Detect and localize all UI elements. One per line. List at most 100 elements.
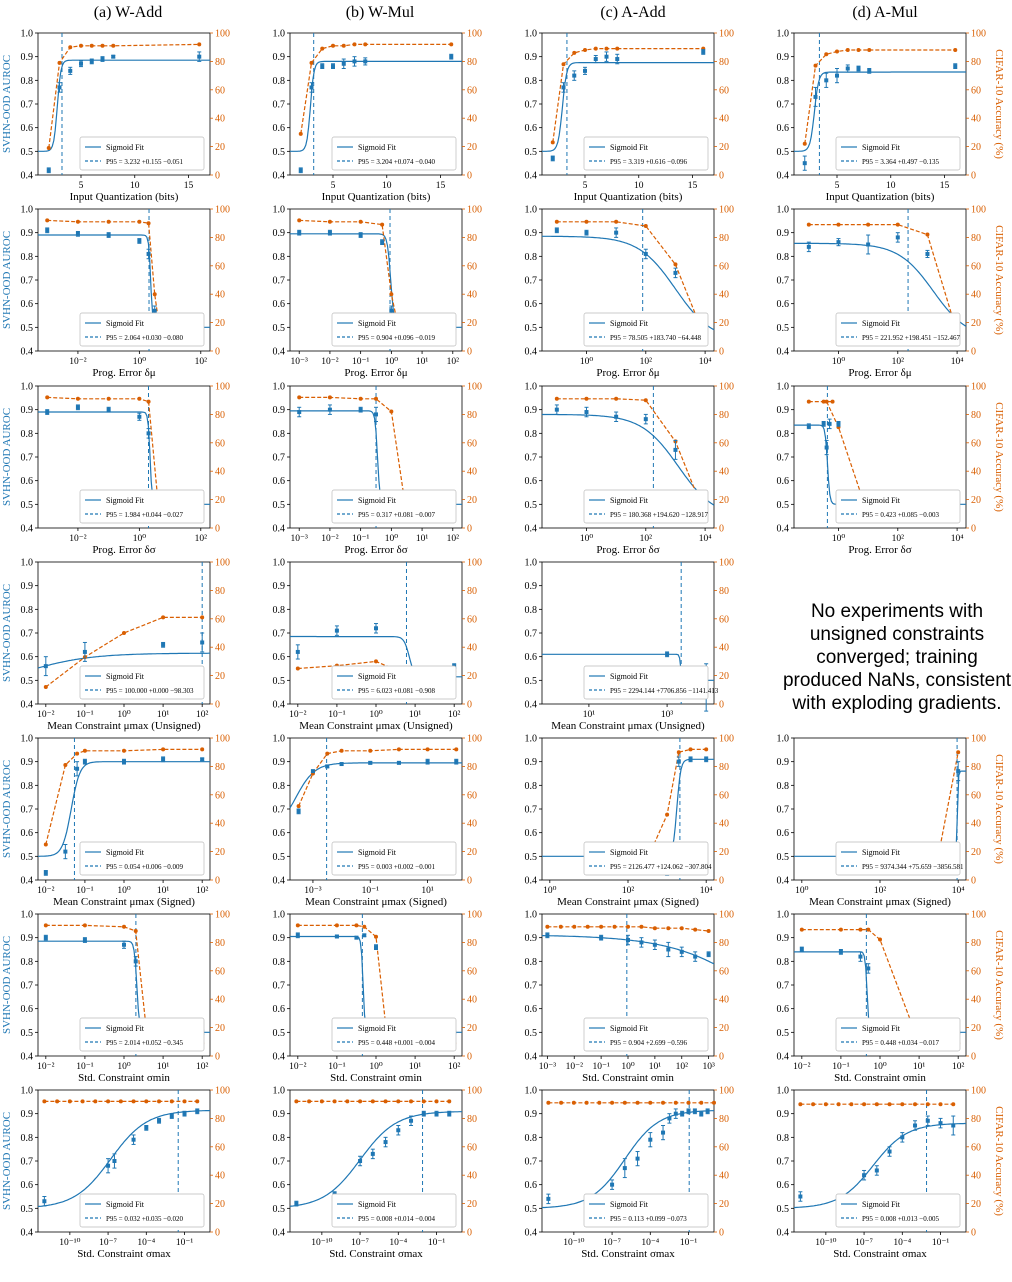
- legend-fit-label: Sigmoid Fit: [610, 672, 649, 681]
- accuracy-point: [309, 60, 314, 65]
- right-tick-label: 60: [215, 85, 225, 96]
- right-tick-label: 20: [719, 318, 729, 329]
- left-tick-label: 1.0: [525, 910, 538, 921]
- accuracy-point: [383, 1099, 388, 1104]
- legend-fit-label: Sigmoid Fit: [106, 1024, 145, 1033]
- accuracy-point: [813, 63, 818, 68]
- right-tick-label: 40: [215, 290, 225, 301]
- right-tick-label: 20: [467, 1023, 477, 1034]
- accuracy-point: [111, 43, 116, 48]
- right-tick-label: 60: [971, 966, 981, 977]
- accuracy-point: [953, 48, 958, 53]
- right-tick-label: 100: [719, 910, 734, 921]
- left-axis-title: SVHN-OOD AUROC: [1, 408, 13, 506]
- x-tick-label: 5: [583, 181, 588, 191]
- subplot-r6-c0: 0.4 0.5 0.6 0.7 0.8 0.9 1.0 0 20 40 60 80 100 10⁻¹⁰ 10…: [1, 1086, 230, 1261]
- x-axis-label: Std. Constraint σmax: [581, 1248, 675, 1260]
- accuracy-line: [627, 748, 707, 864]
- x-axis-label: Std. Constraint σmin: [78, 1072, 170, 1084]
- left-tick-label: 0.4: [525, 1228, 538, 1239]
- x-tick-label: 10⁻¹: [76, 886, 94, 896]
- x-tick-label: 10⁻²: [69, 357, 87, 367]
- right-tick-label: 80: [215, 586, 225, 597]
- legend-fit-label: Sigmoid Fit: [106, 848, 145, 857]
- auroc-point: [295, 649, 300, 654]
- left-tick-label: 0.7: [525, 100, 538, 111]
- right-tick-label: 20: [719, 847, 729, 858]
- subplot-r6-c1: 0.4 0.5 0.6 0.7 0.8 0.9 1.0 0 20 40 60 80 100 10⁻¹⁰ 10…: [273, 1086, 483, 1261]
- right-tick-label: 20: [215, 671, 225, 682]
- right-tick-label: 80: [215, 938, 225, 949]
- right-tick-label: 20: [719, 495, 729, 506]
- accuracy-point: [157, 1099, 162, 1104]
- left-tick-label: 0.8: [525, 781, 538, 792]
- left-tick-label: 0.7: [273, 1157, 286, 1168]
- left-tick-label: 0.4: [273, 524, 286, 535]
- legend-fit-label: Sigmoid Fit: [358, 496, 397, 505]
- left-tick-label: 1.0: [21, 205, 34, 216]
- x-tick-label: 10²: [196, 710, 209, 720]
- auroc-point: [550, 156, 555, 161]
- left-tick-label: 0.9: [777, 1109, 790, 1120]
- legend-box: [79, 1193, 205, 1228]
- right-tick-label: 100: [971, 734, 986, 745]
- sigmoid-fit-curve: [793, 242, 967, 327]
- left-axis-title: SVHN-OOD AUROC: [1, 760, 13, 858]
- left-tick-label: 0.9: [21, 581, 34, 592]
- accuracy-point: [358, 1099, 363, 1104]
- legend-fit-label: Sigmoid Fit: [106, 496, 145, 505]
- auroc-point: [895, 235, 900, 240]
- right-tick-label: 100: [971, 1086, 986, 1097]
- right-tick-label: 0: [215, 876, 220, 887]
- x-axis-label: Prog. Error δμ: [92, 367, 155, 379]
- accuracy-point: [824, 52, 829, 57]
- left-tick-label: 0.7: [777, 100, 790, 111]
- auroc-point: [82, 649, 87, 654]
- left-tick-label: 0.5: [525, 676, 538, 687]
- x-axis-label: Mean Constraint μmax (Signed): [809, 896, 951, 908]
- accuracy-line: [552, 48, 704, 143]
- left-tick-label: 0.6: [21, 123, 34, 134]
- left-tick-label: 0.6: [273, 652, 286, 663]
- accuracy-point: [835, 49, 839, 54]
- legend-fit-label: Sigmoid Fit: [862, 1200, 901, 1209]
- legend-p95-label: P95 = 0.904 +0.096 −0.019: [358, 334, 435, 342]
- auroc-point: [106, 407, 111, 412]
- accuracy-point: [802, 141, 807, 146]
- left-tick-label: 0.5: [273, 676, 286, 687]
- accuracy-point: [45, 395, 50, 400]
- auroc-point: [389, 308, 394, 313]
- auroc-point: [666, 947, 671, 952]
- accuracy-point: [396, 747, 401, 752]
- right-tick-label: 60: [971, 261, 981, 272]
- legend-box: [79, 841, 205, 876]
- accuracy-point: [895, 222, 900, 227]
- x-tick-label: 10⁻¹: [328, 710, 346, 720]
- auroc-point: [111, 54, 116, 59]
- auroc-point: [866, 966, 871, 971]
- left-tick-label: 0.5: [273, 1028, 286, 1039]
- auroc-point: [836, 240, 841, 245]
- auroc-point: [856, 66, 861, 71]
- subplot-r0-c2: 0.4 0.5 0.6 0.7 0.8 0.9 1.0 0 20 40 60 80 100 5 10 15 In…: [525, 29, 735, 204]
- accuracy-point: [798, 1102, 803, 1107]
- legend-p95-label: P95 = 2.014 +0.052 −0.345: [106, 1039, 183, 1047]
- x-tick-label: 10: [886, 181, 896, 191]
- accuracy-point: [137, 396, 142, 401]
- x-axis-label: Std. Constraint σmin: [582, 1072, 674, 1084]
- accuracy-point: [368, 748, 373, 753]
- accuracy-point: [42, 1099, 47, 1104]
- accuracy-point: [152, 292, 157, 297]
- accuracy-point: [635, 1100, 640, 1105]
- accuracy-point: [146, 221, 151, 226]
- legend-p95-label: P95 = 0.008 +0.013 −0.005: [862, 1215, 939, 1223]
- subplot-r5-c1: 0.4 0.5 0.6 0.7 0.8 0.9 1.0 0 20 40 60 80 100 10⁻² 10⁻…: [273, 910, 483, 1085]
- right-tick-label: 40: [719, 467, 729, 478]
- legend-p95-label: P95 = 2.064 +0.030 −0.080: [106, 334, 183, 342]
- x-axis-label: Input Quantization (bits): [826, 191, 935, 203]
- left-tick-label: 1.0: [777, 734, 790, 745]
- auroc-point: [867, 68, 872, 73]
- left-tick-label: 0.6: [21, 1004, 34, 1015]
- right-tick-label: 100: [215, 558, 230, 569]
- auroc-point: [615, 57, 620, 62]
